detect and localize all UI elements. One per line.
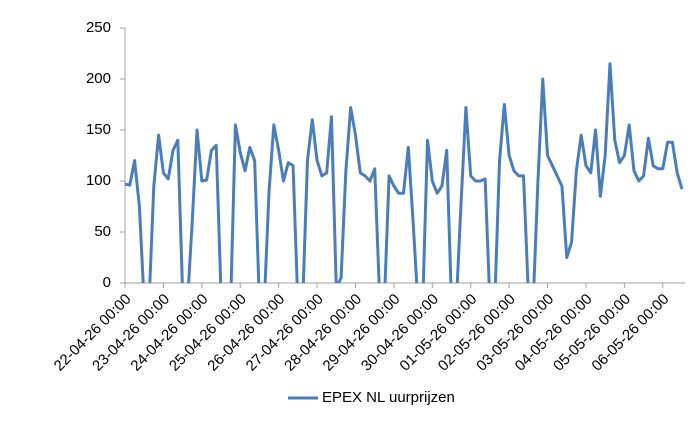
legend-label: EPEX NL uurprijzen	[322, 389, 455, 406]
y-tick-label: 0	[103, 274, 111, 291]
y-tick-label: 100	[86, 172, 111, 189]
y-tick-label: 200	[86, 70, 111, 87]
series-line	[125, 62, 684, 283]
y-tick-label: 50	[94, 223, 111, 240]
y-tick-label: 250	[86, 19, 111, 36]
y-tick-label: 150	[86, 121, 111, 138]
